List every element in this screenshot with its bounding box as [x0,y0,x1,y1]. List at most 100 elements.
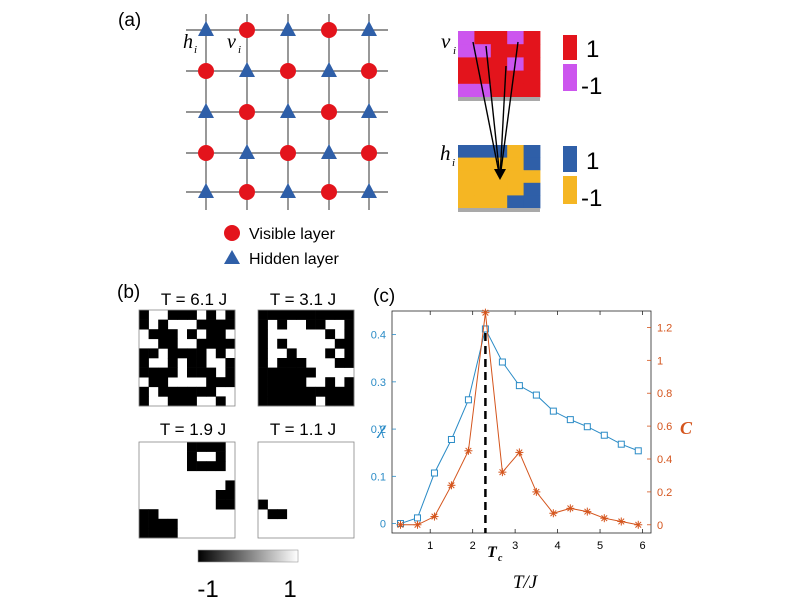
x-tick-label: 2 [470,540,476,552]
hidden-spin-cell [458,182,475,196]
left-y-tick-label: 0.1 [371,471,386,483]
visible-node [321,104,337,120]
spin-down-cell [206,367,217,378]
spin-down-cell [277,338,288,349]
hidden-spin-cell [474,170,492,184]
asterisk-stroke [414,521,421,528]
hidden-spin-cell [523,170,541,184]
grid-hidden-label-sub: i [452,157,455,169]
panel-b-label: (b) [117,282,140,303]
spin-down-cell [139,528,149,539]
chi-point [532,391,540,399]
visible-spin-cell [490,31,508,45]
config-title-3: T = 1.9 J [160,420,226,439]
spin-down-cell [306,310,316,320]
asterisk-stroke [431,513,438,520]
spin-down-cell [277,509,288,520]
spin-down-cell [286,310,297,320]
config-border [138,309,236,407]
spin-down-cell [206,310,217,320]
visible-label-base: v [227,31,236,53]
asterisk-stroke [482,309,489,316]
grid-hidden-label: h i [440,141,455,169]
hidden-spin-cell-shadow [458,208,540,212]
spin-config-1 [138,309,236,407]
connection-arrows [472,41,519,180]
visible-node [361,145,377,161]
spin-down-cell [306,319,316,330]
spin-down-cell [286,348,297,359]
colorbar-min-label: -1 [197,576,218,600]
lattice-diagram [186,14,388,210]
spin-down-cell [139,310,149,320]
spin-down-cell [167,310,178,320]
spin-down-cell [158,329,169,340]
hidden-spin-cell [507,195,524,209]
spin-down-cell [167,329,178,340]
spin-down-cell [344,396,355,407]
spin-down-cell [344,348,355,359]
spin-down-cell [139,518,149,529]
spin-down-cell [187,310,197,320]
spin-down-cell [258,310,268,320]
spin-down-cell [267,377,278,388]
hidden-node [198,103,214,118]
arrow-head [494,169,506,180]
left-y-tick-label: 0.2 [371,424,386,436]
spin-configurations [138,309,355,539]
hidden-spin-cell [474,157,492,171]
spin-down-cell [258,348,268,359]
spin-down-cell [286,396,297,407]
spin-down-cell [325,396,336,407]
visible-label-sub: i [238,44,241,56]
spin-down-cell [148,377,159,388]
chi-point [583,423,591,431]
spin-down-cell [196,348,207,359]
visible-spin-cell [507,70,524,85]
x-tick-label: 5 [597,540,603,552]
spin-down-cell [206,442,217,452]
heat-capacity-point [464,446,473,455]
chi-point [566,416,574,424]
spin-down-cell [139,348,149,359]
spin-down-cell [334,358,345,368]
lattice-legend: Visible layer Hidden layer [224,225,340,268]
hidden-label-sub: i [194,44,197,56]
spin-down-cell [258,386,268,397]
grid-hidden-label-base: h [440,141,451,165]
spin-down-cell [325,386,336,397]
spin-down-cell [215,490,226,500]
spin-down-cell [344,338,355,349]
visible-colorbar-plus [563,35,577,60]
hidden-node [361,103,377,118]
chi-point [600,431,608,439]
spin-down-cell [286,358,297,368]
tc-label-base: T [487,544,498,561]
spin-down-cell [225,310,236,320]
config-title-1: T = 6.1 J [161,290,227,309]
hidden-spin-cell [458,157,475,171]
spin-down-cell [225,480,236,491]
heat-capacity-point [430,512,439,521]
heat-capacity-point [413,520,422,529]
spin-down-cell [187,461,197,472]
hidden-spin-cell [523,182,541,196]
chi-point [481,325,489,333]
spin-down-cell [277,386,288,397]
spin-down-cell [158,518,169,529]
config-border [257,309,355,407]
spin-down-cell [206,461,217,472]
spin-down-cell [306,396,316,407]
hidden-colorbar-minus [563,176,577,204]
heat-capacity-point [634,520,643,529]
spin-down-cell [286,367,297,378]
spin-down-cell [286,377,297,388]
spin-down-cell [215,348,226,359]
spin-down-cell [334,396,345,407]
left-y-tick-label: 0.3 [371,377,386,389]
spin-down-cell [225,367,236,378]
spin-down-cell [196,358,207,368]
spin-down-cell [344,358,355,368]
spin-down-cell [344,310,355,320]
spin-down-cell [167,518,178,529]
